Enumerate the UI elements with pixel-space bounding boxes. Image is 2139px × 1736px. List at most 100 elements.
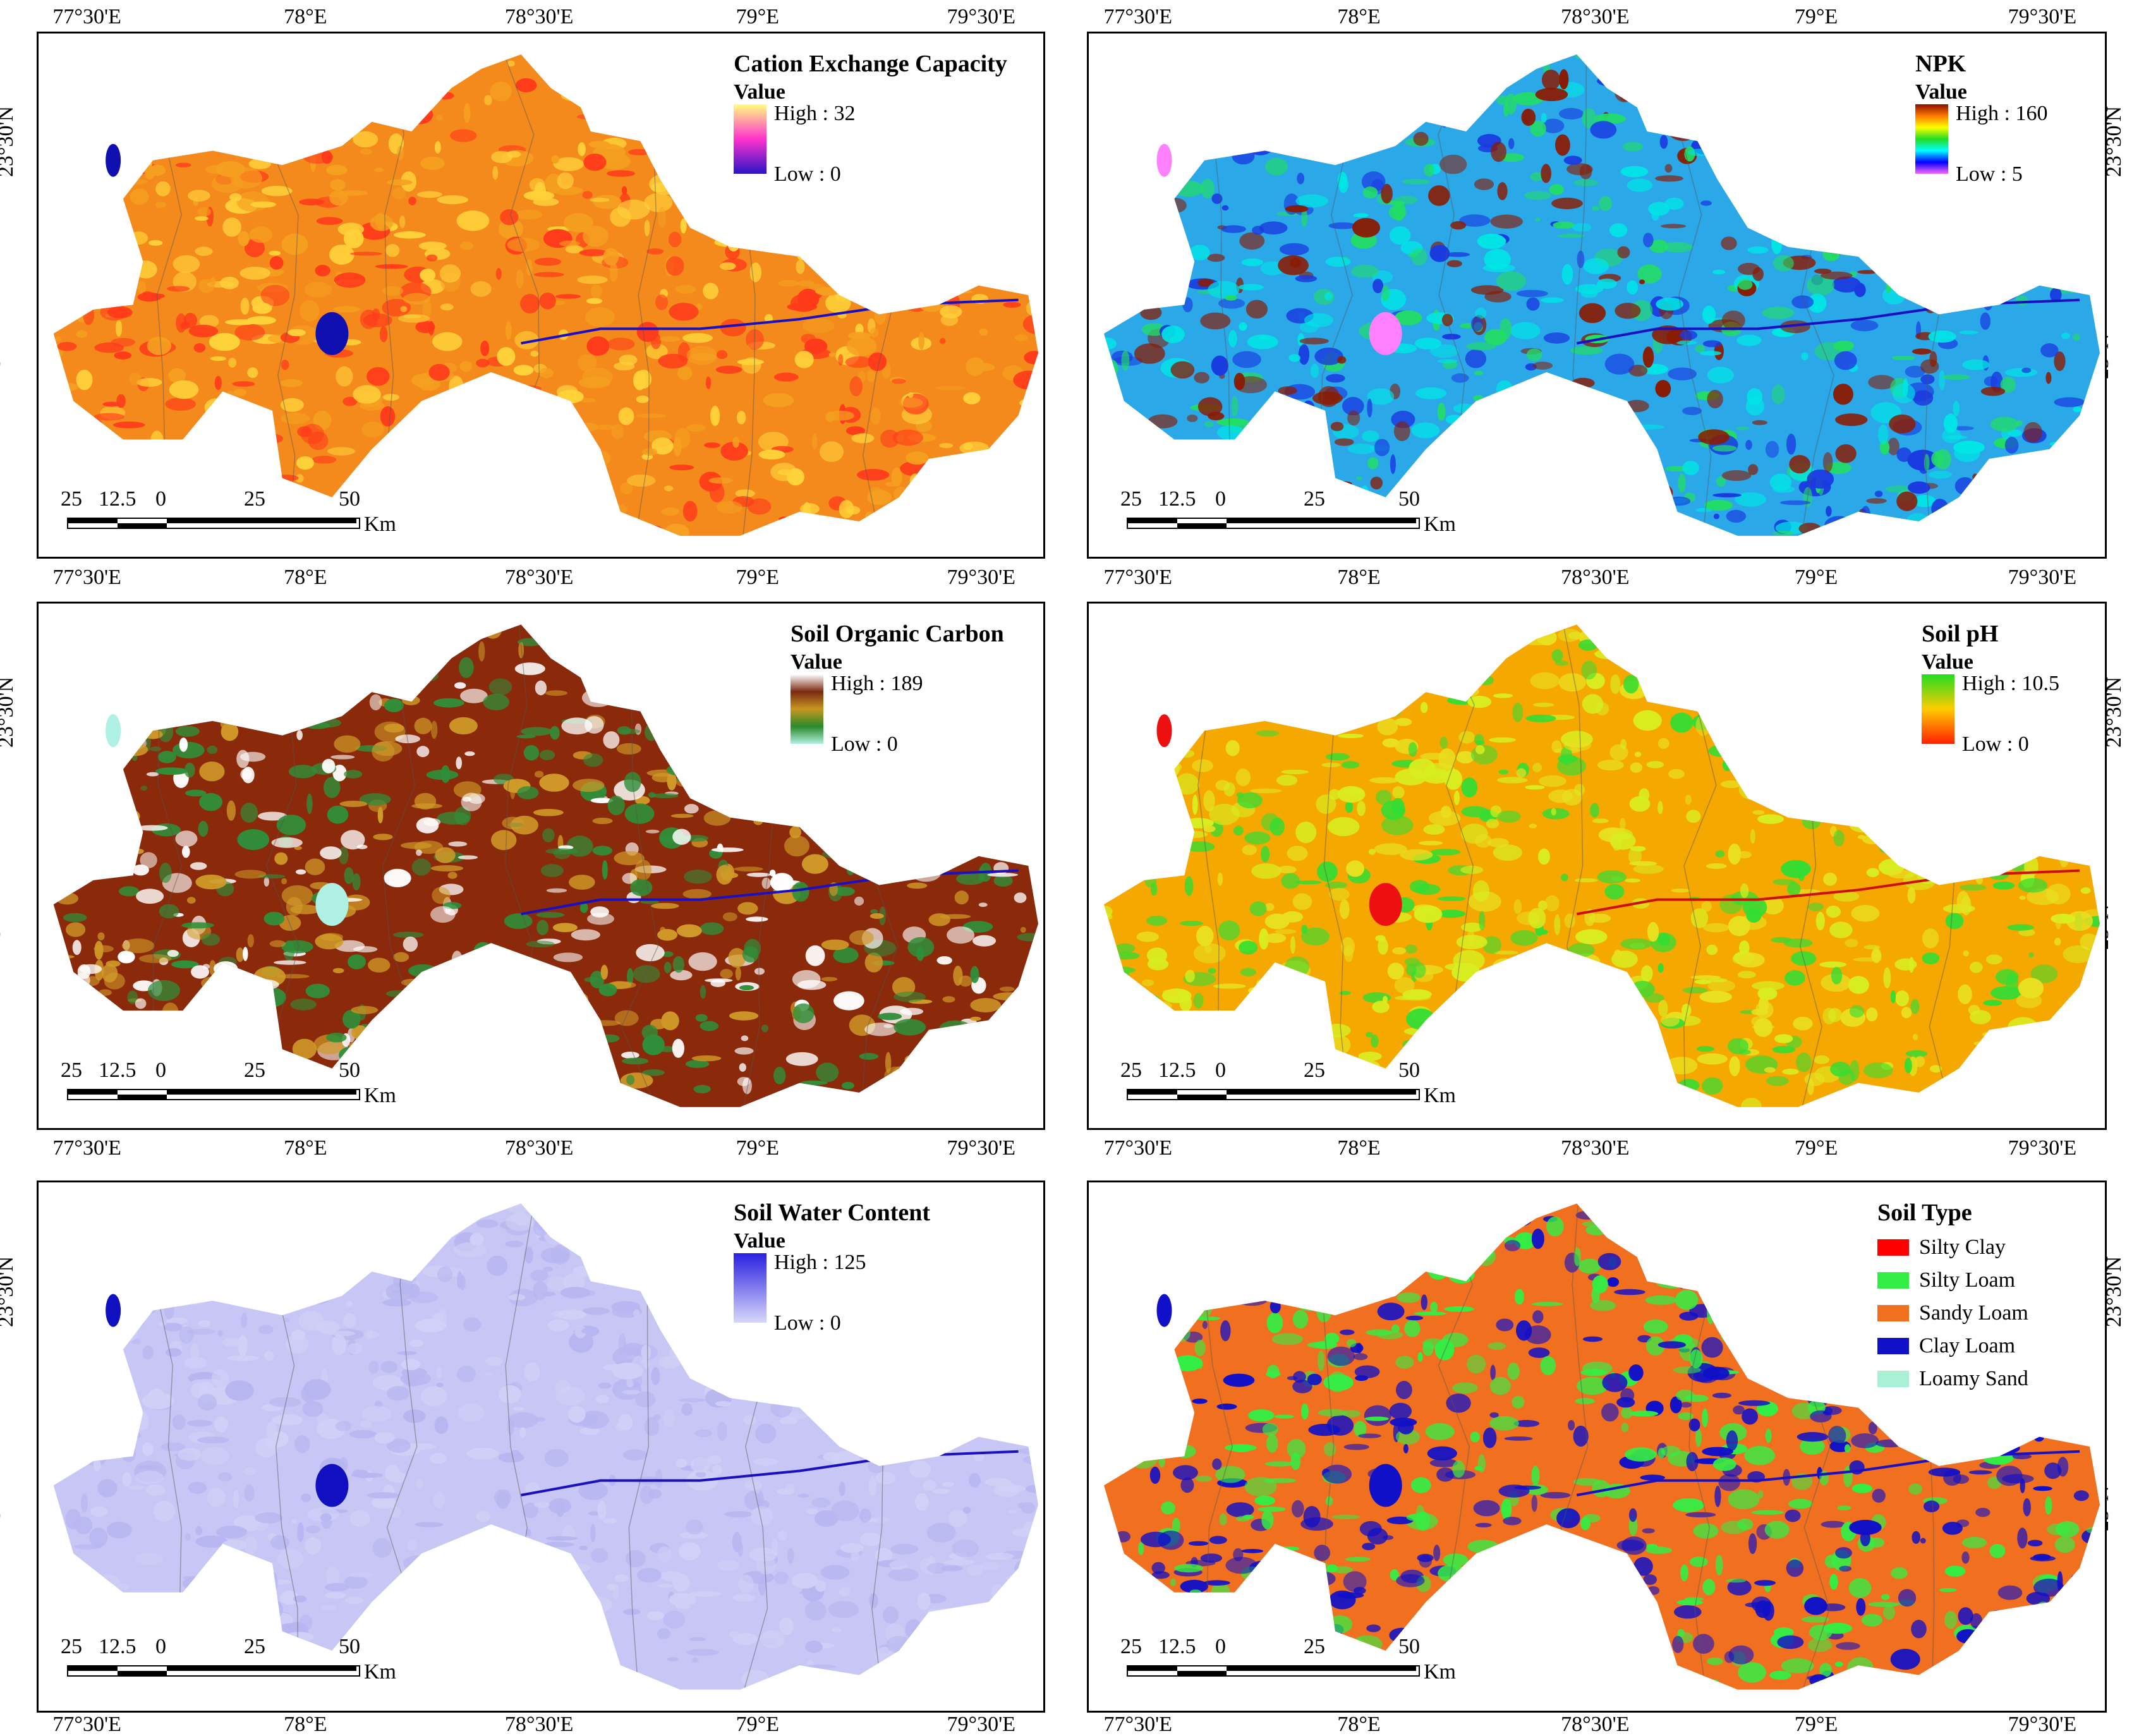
texture-patch — [1168, 442, 1184, 452]
texture-patch — [1140, 305, 1162, 320]
texture-patch — [2018, 978, 2044, 999]
texture-patch — [644, 642, 656, 653]
texture-patch — [868, 1476, 876, 1496]
texture-patch — [1677, 58, 1705, 77]
texture-patch — [1244, 1263, 1271, 1282]
texture-patch — [1394, 61, 1402, 70]
texture-patch — [841, 1082, 854, 1090]
texture-patch — [988, 1407, 1009, 1418]
texture-patch — [75, 98, 94, 111]
texture-patch — [633, 965, 660, 983]
texture-patch — [1877, 778, 1894, 789]
texture-patch — [1702, 1282, 1734, 1303]
texture-patch — [1827, 1008, 1842, 1023]
texture-patch — [1629, 796, 1651, 812]
texture-patch — [1299, 337, 1329, 344]
texture-patch — [980, 1096, 994, 1107]
texture-patch — [188, 1281, 203, 1293]
scale-bar-graphic — [1127, 1089, 1420, 1100]
texture-patch — [394, 1051, 407, 1055]
texture-patch — [1809, 741, 1826, 760]
texture-patch — [713, 638, 730, 646]
texture-patch — [1281, 98, 1292, 102]
texture-patch — [56, 799, 88, 817]
texture-patch — [66, 922, 86, 937]
texture-patch — [1124, 142, 1156, 155]
texture-patch — [1835, 413, 1868, 427]
texture-patch — [1007, 442, 1020, 449]
texture-patch — [1208, 281, 1240, 299]
texture-patch — [999, 1618, 1007, 1625]
texture-patch — [1771, 624, 1783, 634]
texture-patch — [550, 1244, 571, 1265]
texture-patch — [2019, 895, 2026, 900]
texture-patch — [364, 1215, 382, 1224]
texture-patch — [506, 1549, 517, 1559]
texture-patch — [1002, 1409, 1019, 1416]
texture-patch — [1290, 459, 1309, 479]
texture-patch — [1276, 775, 1298, 786]
texture-patch — [1833, 774, 1862, 796]
texture-patch — [124, 71, 143, 82]
texture-patch — [698, 695, 720, 715]
texture-patch — [1308, 672, 1331, 688]
texture-patch — [461, 1203, 471, 1213]
texture-patch — [1362, 186, 1378, 199]
texture-patch — [1520, 1680, 1542, 1685]
texture-patch — [1261, 846, 1270, 863]
texture-patch — [1024, 1275, 1039, 1288]
map-panel-soiltype: Soil Type Silty Clay Silty Loam Sandy Loam C… — [1087, 1181, 2107, 1713]
texture-patch — [78, 1591, 87, 1605]
texture-patch — [1325, 257, 1351, 267]
texture-patch — [458, 1568, 471, 1589]
scale-bar-graphic — [67, 1089, 360, 1100]
texture-patch — [1104, 285, 1107, 293]
texture-patch — [1539, 509, 1563, 515]
texture-patch — [415, 653, 446, 659]
texture-patch — [704, 442, 720, 448]
texture-patch — [1646, 761, 1664, 768]
texture-patch — [529, 985, 554, 1006]
texture-patch — [909, 473, 921, 489]
texture-patch — [263, 992, 270, 1007]
texture-patch — [304, 722, 330, 729]
texture-patch — [1414, 1311, 1446, 1316]
texture-patch — [336, 366, 353, 387]
texture-patch — [598, 104, 620, 111]
texture-patch — [655, 294, 669, 310]
texture-patch — [639, 1486, 654, 1505]
texture-patch — [324, 1582, 349, 1592]
texture-patch — [86, 418, 102, 428]
texture-patch — [1021, 1502, 1036, 1514]
texture-patch — [320, 846, 342, 859]
texture-patch — [701, 1206, 730, 1215]
texture-patch — [946, 1405, 967, 1426]
texture-patch — [1818, 789, 1844, 811]
texture-patch — [543, 1210, 571, 1222]
texture-patch — [422, 299, 432, 319]
texture-patch — [1392, 947, 1407, 955]
texture-patch — [1740, 883, 1749, 899]
texture-patch — [1671, 889, 1690, 893]
texture-patch — [2073, 58, 2092, 71]
texture-patch — [420, 422, 440, 437]
texture-patch — [1409, 87, 1423, 108]
texture-patch — [996, 1090, 1018, 1103]
texture-patch — [198, 90, 209, 106]
texture-patch — [274, 960, 306, 965]
texture-patch — [2029, 147, 2049, 159]
texture-patch — [116, 1431, 142, 1440]
texture-patch — [1852, 691, 1868, 712]
texture-patch — [1453, 403, 1475, 414]
texture-patch — [1891, 355, 1915, 360]
texture-patch — [1903, 1675, 1926, 1690]
texture-patch — [185, 1533, 191, 1541]
texture-patch — [637, 1266, 664, 1273]
latitude-label: 23°30'N — [0, 106, 18, 178]
texture-patch — [78, 1341, 102, 1361]
texture-patch — [53, 698, 75, 713]
texture-patch — [975, 1333, 985, 1338]
texture-patch — [1656, 1274, 1688, 1289]
texture-patch — [1654, 1052, 1661, 1059]
texture-patch — [931, 1624, 945, 1639]
